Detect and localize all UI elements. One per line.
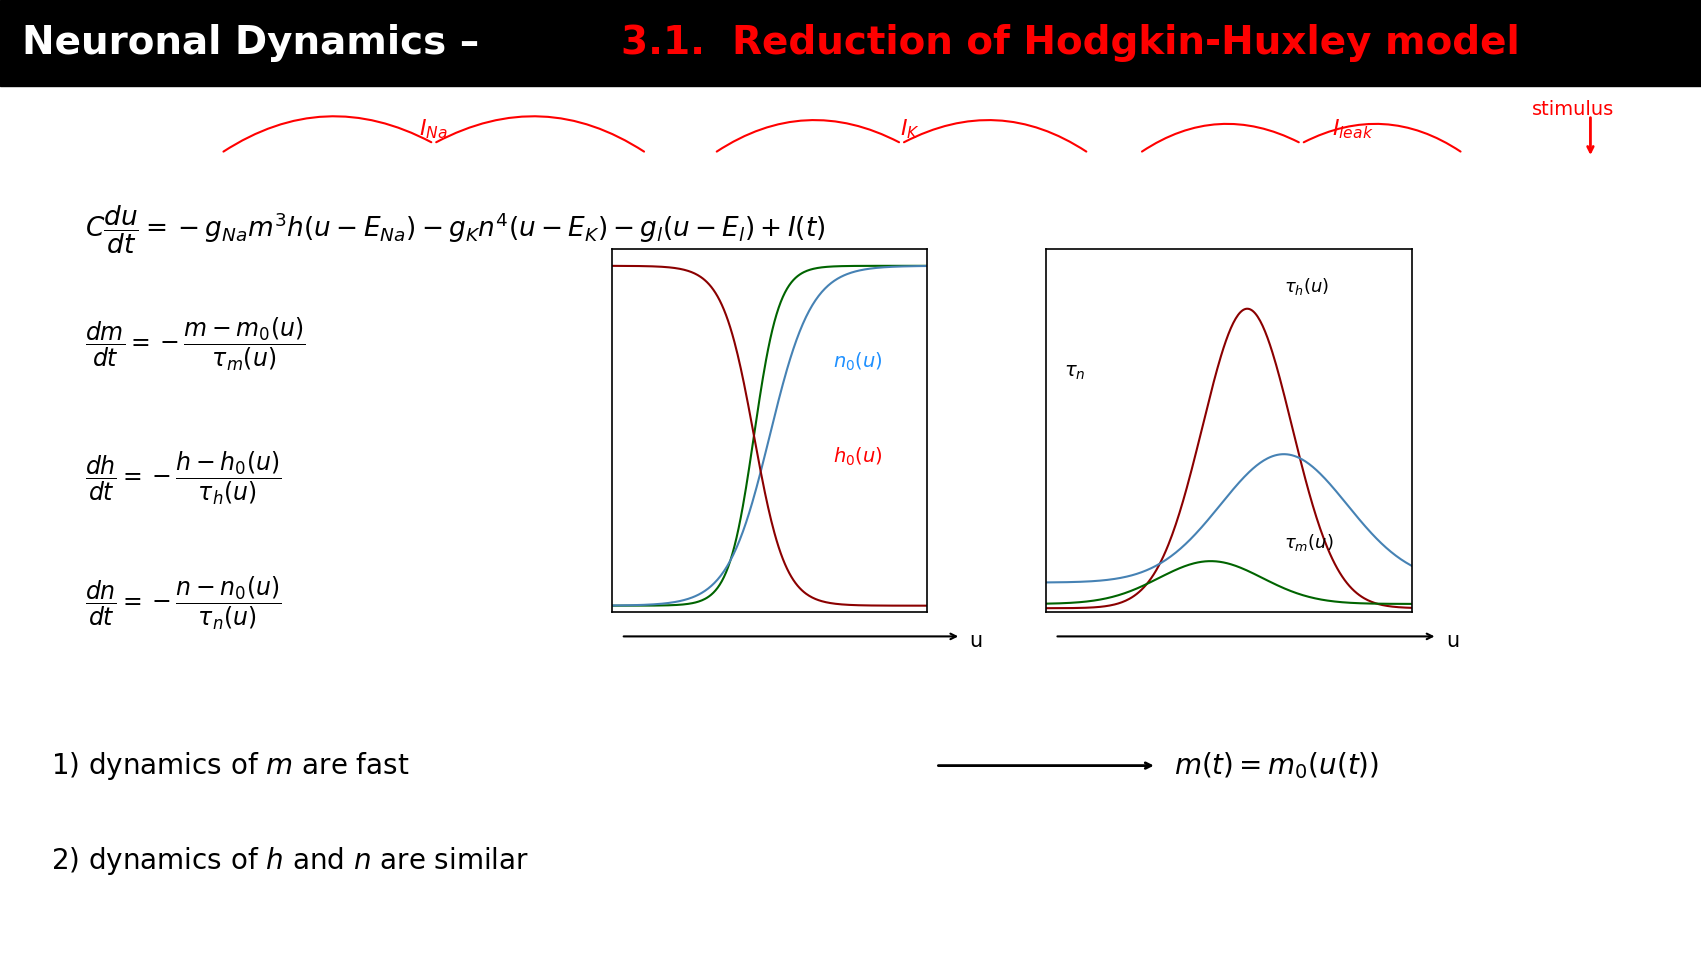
Text: $I_K$: $I_K$ bbox=[900, 118, 920, 141]
Text: Neuronal Dynamics –: Neuronal Dynamics – bbox=[22, 24, 493, 62]
Text: u: u bbox=[970, 632, 983, 651]
Text: $\tau_n$: $\tau_n$ bbox=[1065, 364, 1085, 383]
Bar bbox=[0, 0, 1701, 86]
Text: $\tau_h(u)$: $\tau_h(u)$ bbox=[1284, 276, 1328, 297]
Text: $\dfrac{dn}{dt} = -\dfrac{n - n_0(u)}{\tau_n(u)}$: $\dfrac{dn}{dt} = -\dfrac{n - n_0(u)}{\t… bbox=[85, 574, 282, 632]
Text: 3.1.  Reduction of Hodgkin-Huxley model: 3.1. Reduction of Hodgkin-Huxley model bbox=[621, 24, 1519, 62]
Text: $\dfrac{dh}{dt} = -\dfrac{h - h_0(u)}{\tau_h(u)}$: $\dfrac{dh}{dt} = -\dfrac{h - h_0(u)}{\t… bbox=[85, 450, 282, 507]
Text: $I_{Na}$: $I_{Na}$ bbox=[420, 118, 447, 141]
Text: $m(t) = m_0(u(t))$: $m(t) = m_0(u(t))$ bbox=[1174, 750, 1380, 781]
Text: $I_{leak}$: $I_{leak}$ bbox=[1332, 118, 1373, 141]
Text: $\tau_m(u)$: $\tau_m(u)$ bbox=[1284, 532, 1334, 553]
Text: $C\dfrac{du}{dt} = -g_{Na}m^3h(u-E_{Na}) - g_K n^4(u-E_K) - g_l(u-E_l) + I(t)$: $C\dfrac{du}{dt} = -g_{Na}m^3h(u-E_{Na})… bbox=[85, 204, 825, 256]
Text: 1) dynamics of $m$ are fast: 1) dynamics of $m$ are fast bbox=[51, 749, 410, 782]
Text: $h_0(u)$: $h_0(u)$ bbox=[832, 446, 883, 468]
Text: $\dfrac{dm}{dt} = -\dfrac{m - m_0(u)}{\tau_m(u)}$: $\dfrac{dm}{dt} = -\dfrac{m - m_0(u)}{\t… bbox=[85, 316, 306, 373]
Text: u: u bbox=[1446, 632, 1459, 651]
Text: $n_0(u)$: $n_0(u)$ bbox=[832, 351, 883, 373]
Text: 2) dynamics of $h$ and $n$ are similar: 2) dynamics of $h$ and $n$ are similar bbox=[51, 845, 529, 878]
Text: stimulus: stimulus bbox=[1533, 100, 1614, 120]
